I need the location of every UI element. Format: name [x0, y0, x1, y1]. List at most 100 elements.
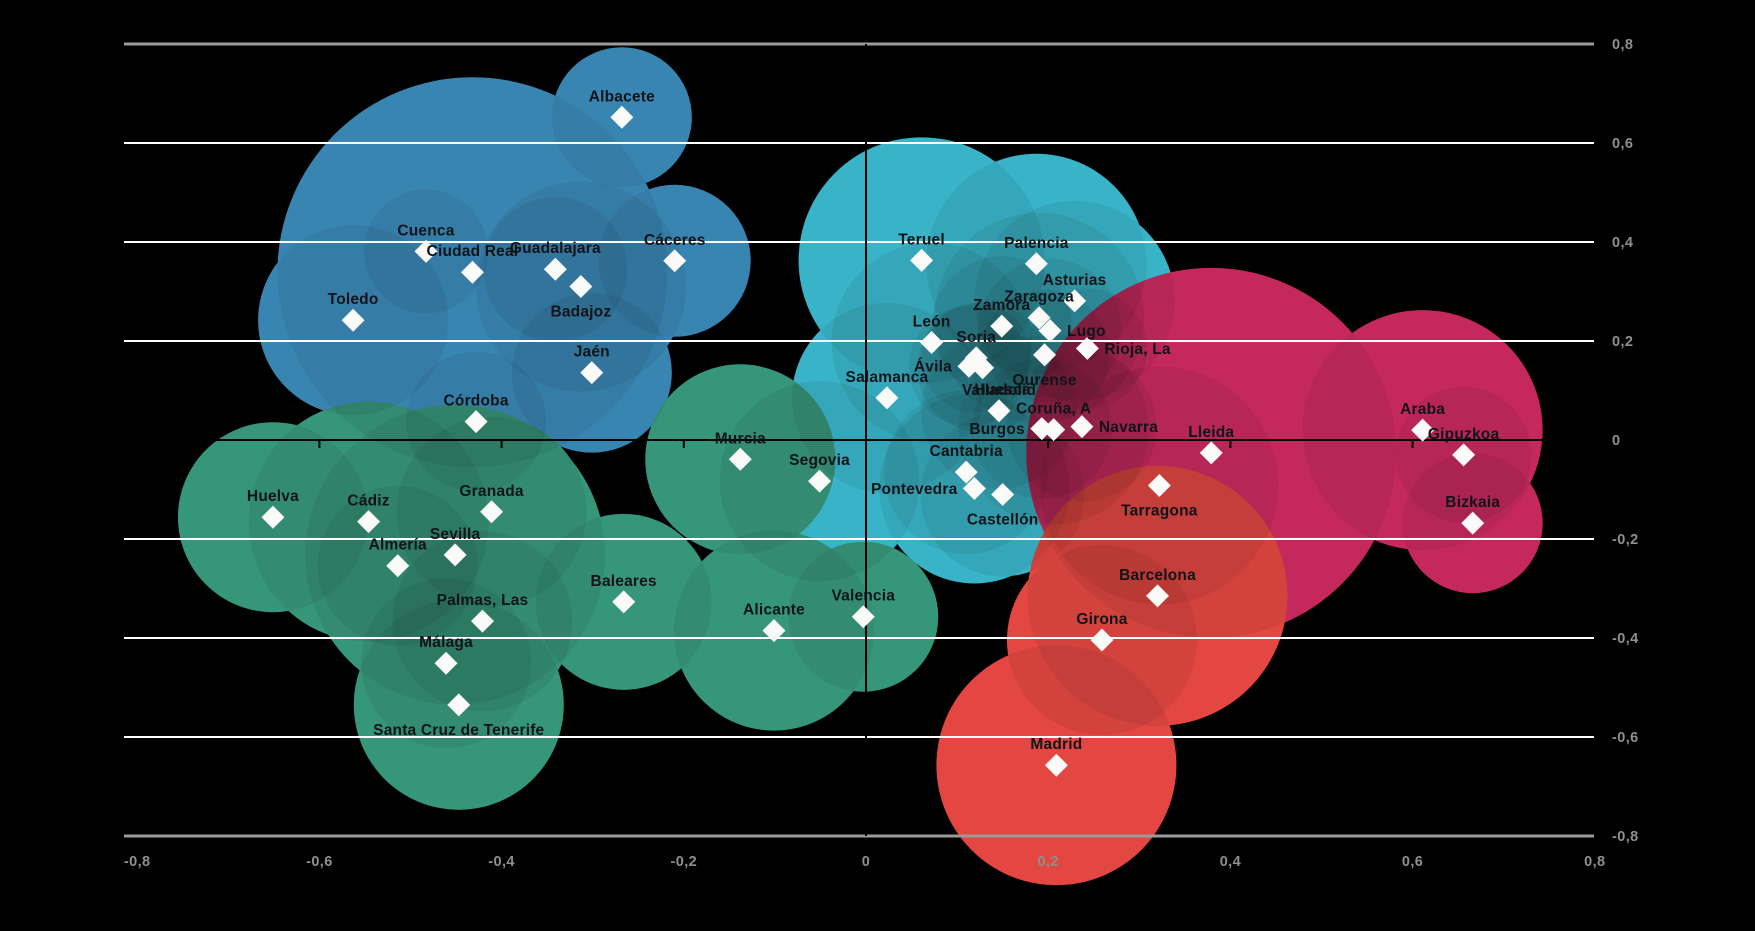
- data-point-Girona[interactable]: [1090, 628, 1114, 652]
- data-point-Badajoz[interactable]: [569, 275, 593, 299]
- data-point-Ciudad Real[interactable]: [460, 260, 484, 284]
- data-point-Soria[interactable]: [964, 346, 988, 370]
- point-label-Palmas, Las: Palmas, Las: [437, 592, 529, 609]
- data-point-Palencia[interactable]: [1024, 252, 1048, 276]
- data-point-Lugo[interactable]: [1038, 319, 1062, 343]
- point-label-Zaragoza: Zaragoza: [1004, 289, 1074, 306]
- data-point-Valladolid[interactable]: [987, 399, 1011, 423]
- point-label-Cuenca: Cuenca: [397, 222, 454, 239]
- data-point-Almería[interactable]: [386, 554, 410, 578]
- bubble-overlap-shade-layer: [177, 47, 1543, 886]
- point-label-Baleares: Baleares: [591, 573, 657, 590]
- data-point-Lleida[interactable]: [1199, 441, 1223, 465]
- data-point-Cuenca[interactable]: [414, 239, 438, 263]
- data-point-Málaga[interactable]: [434, 651, 458, 675]
- data-point-Bizkaia[interactable]: [1461, 511, 1485, 535]
- x-tick-label-0,2: 0,2: [1038, 854, 1059, 870]
- y-tick-label--0,6: -0,6: [1612, 730, 1639, 746]
- y-tick-label-0,4: 0,4: [1612, 235, 1633, 251]
- data-point-Cantabria[interactable]: [954, 460, 978, 484]
- point-label-Ávila: Ávila: [914, 359, 952, 376]
- data-point-Castellón[interactable]: [991, 482, 1015, 506]
- data-point-Barcelona[interactable]: [1146, 584, 1170, 608]
- data-point-Gipuzkoa[interactable]: [1452, 443, 1476, 467]
- data-point-Asturias[interactable]: [1063, 289, 1087, 313]
- point-label-Córdoba: Córdoba: [444, 393, 509, 410]
- y-tick-label-0: 0: [1612, 433, 1620, 449]
- y-tick-label--0,2: -0,2: [1612, 532, 1639, 548]
- point-label-Pontevedra: Pontevedra: [871, 481, 958, 498]
- point-label-Cáceres: Cáceres: [644, 232, 706, 249]
- point-label-Ourense: Ourense: [1012, 372, 1076, 389]
- data-point-Albacete[interactable]: [610, 105, 634, 129]
- x-tick-label--0,8: -0,8: [124, 854, 151, 870]
- point-label-Tarragona: Tarragona: [1121, 503, 1198, 520]
- data-point-Palmas, Las[interactable]: [470, 609, 494, 633]
- point-label-Castellón: Castellón: [967, 511, 1039, 528]
- point-label-Ciudad Real: Ciudad Real: [427, 243, 519, 260]
- data-point-Tarragona[interactable]: [1147, 474, 1171, 498]
- data-point-Toledo[interactable]: [341, 308, 365, 332]
- point-label-Guadalajara: Guadalajara: [510, 240, 601, 257]
- data-point-Salamanca[interactable]: [875, 386, 899, 410]
- point-label-Barcelona: Barcelona: [1119, 567, 1196, 584]
- x-tick-label--0,4: -0,4: [488, 854, 515, 870]
- data-point-Zaragoza[interactable]: [1027, 306, 1051, 330]
- point-label-Granada: Granada: [459, 483, 523, 500]
- data-point-Jaén[interactable]: [580, 361, 604, 385]
- point-label-Rioja, La: Rioja, La: [1104, 341, 1171, 358]
- data-point-Granada[interactable]: [480, 500, 504, 524]
- point-label-Salamanca: Salamanca: [846, 369, 929, 386]
- x-axis-tick-labels: -0,8 -0,6 -0,4 -0,2 0 0,2 0,4 0,6 0,8: [124, 854, 1605, 870]
- point-label-Coruña, A: Coruña, A: [1016, 401, 1091, 418]
- gridlines: [124, 42, 1594, 838]
- point-label-Bizkaia: Bizkaia: [1445, 494, 1500, 511]
- point-label-Segovia: Segovia: [789, 452, 850, 469]
- data-point-Teruel[interactable]: [910, 248, 934, 272]
- data-point-Segovia[interactable]: [808, 469, 832, 493]
- data-point-Sevilla[interactable]: [443, 543, 467, 567]
- y-axis-tick-labels: 0,8 0,6 0,4 0,2 0 -0,2 -0,4 -0,6 -0,8: [1612, 37, 1639, 845]
- data-point-Guadalajara[interactable]: [543, 257, 567, 281]
- data-point-Cáceres[interactable]: [663, 249, 687, 273]
- point-label-Palencia: Palencia: [1004, 235, 1069, 252]
- data-point-Ourense[interactable]: [1033, 343, 1057, 367]
- data-point-Alicante[interactable]: [762, 619, 786, 643]
- data-point-Burgos[interactable]: [1030, 417, 1054, 441]
- data-point-Araba[interactable]: [1411, 418, 1435, 442]
- zero-axes: [124, 44, 1596, 836]
- data-points: [261, 105, 1485, 777]
- point-label-Badajoz: Badajoz: [550, 304, 611, 321]
- data-point-Rioja, La[interactable]: [1075, 336, 1099, 360]
- point-label-Alicante: Alicante: [743, 602, 805, 619]
- data-point-Santa Cruz de Tenerife[interactable]: [447, 693, 471, 717]
- y-tick-label--0,8: -0,8: [1612, 829, 1639, 845]
- point-label-Madrid: Madrid: [1030, 736, 1082, 753]
- point-label-Cantabria: Cantabria: [930, 443, 1003, 460]
- data-point-Huelva[interactable]: [261, 505, 285, 529]
- point-label-Burgos: Burgos: [969, 421, 1024, 438]
- data-point-Cádiz[interactable]: [357, 510, 381, 534]
- data-point-Zamora[interactable]: [990, 314, 1014, 338]
- data-point-Murcia[interactable]: [728, 447, 752, 471]
- point-label-Jaén: Jaén: [574, 344, 610, 361]
- x-tick-label-0,6: 0,6: [1402, 854, 1423, 870]
- data-point-Baleares[interactable]: [612, 590, 636, 614]
- data-point-Navarra[interactable]: [1070, 415, 1094, 439]
- point-label-Valladolid: Valladolid: [962, 382, 1036, 399]
- data-point-Madrid[interactable]: [1044, 753, 1068, 777]
- data-point-León[interactable]: [920, 330, 944, 354]
- data-point-Córdoba[interactable]: [464, 410, 488, 434]
- point-label-Girona: Girona: [1076, 611, 1127, 628]
- x-tick-label-0,8: 0,8: [1584, 854, 1605, 870]
- y-tick-label--0,4: -0,4: [1612, 631, 1639, 647]
- y-tick-label-0,2: 0,2: [1612, 334, 1633, 350]
- x-tick-label-0,4: 0,4: [1220, 854, 1241, 870]
- data-point-Valencia[interactable]: [851, 605, 875, 629]
- point-label-Toledo: Toledo: [328, 291, 379, 308]
- point-label-Málaga: Málaga: [419, 634, 473, 651]
- point-labels: Ciudad Real Toledo Badajoz Jaén Córdoba Cácer…: [247, 88, 1500, 753]
- point-label-Huelva: Huelva: [247, 488, 299, 505]
- point-label-Asturias: Asturias: [1043, 272, 1107, 289]
- data-point-Pontevedra[interactable]: [962, 477, 986, 501]
